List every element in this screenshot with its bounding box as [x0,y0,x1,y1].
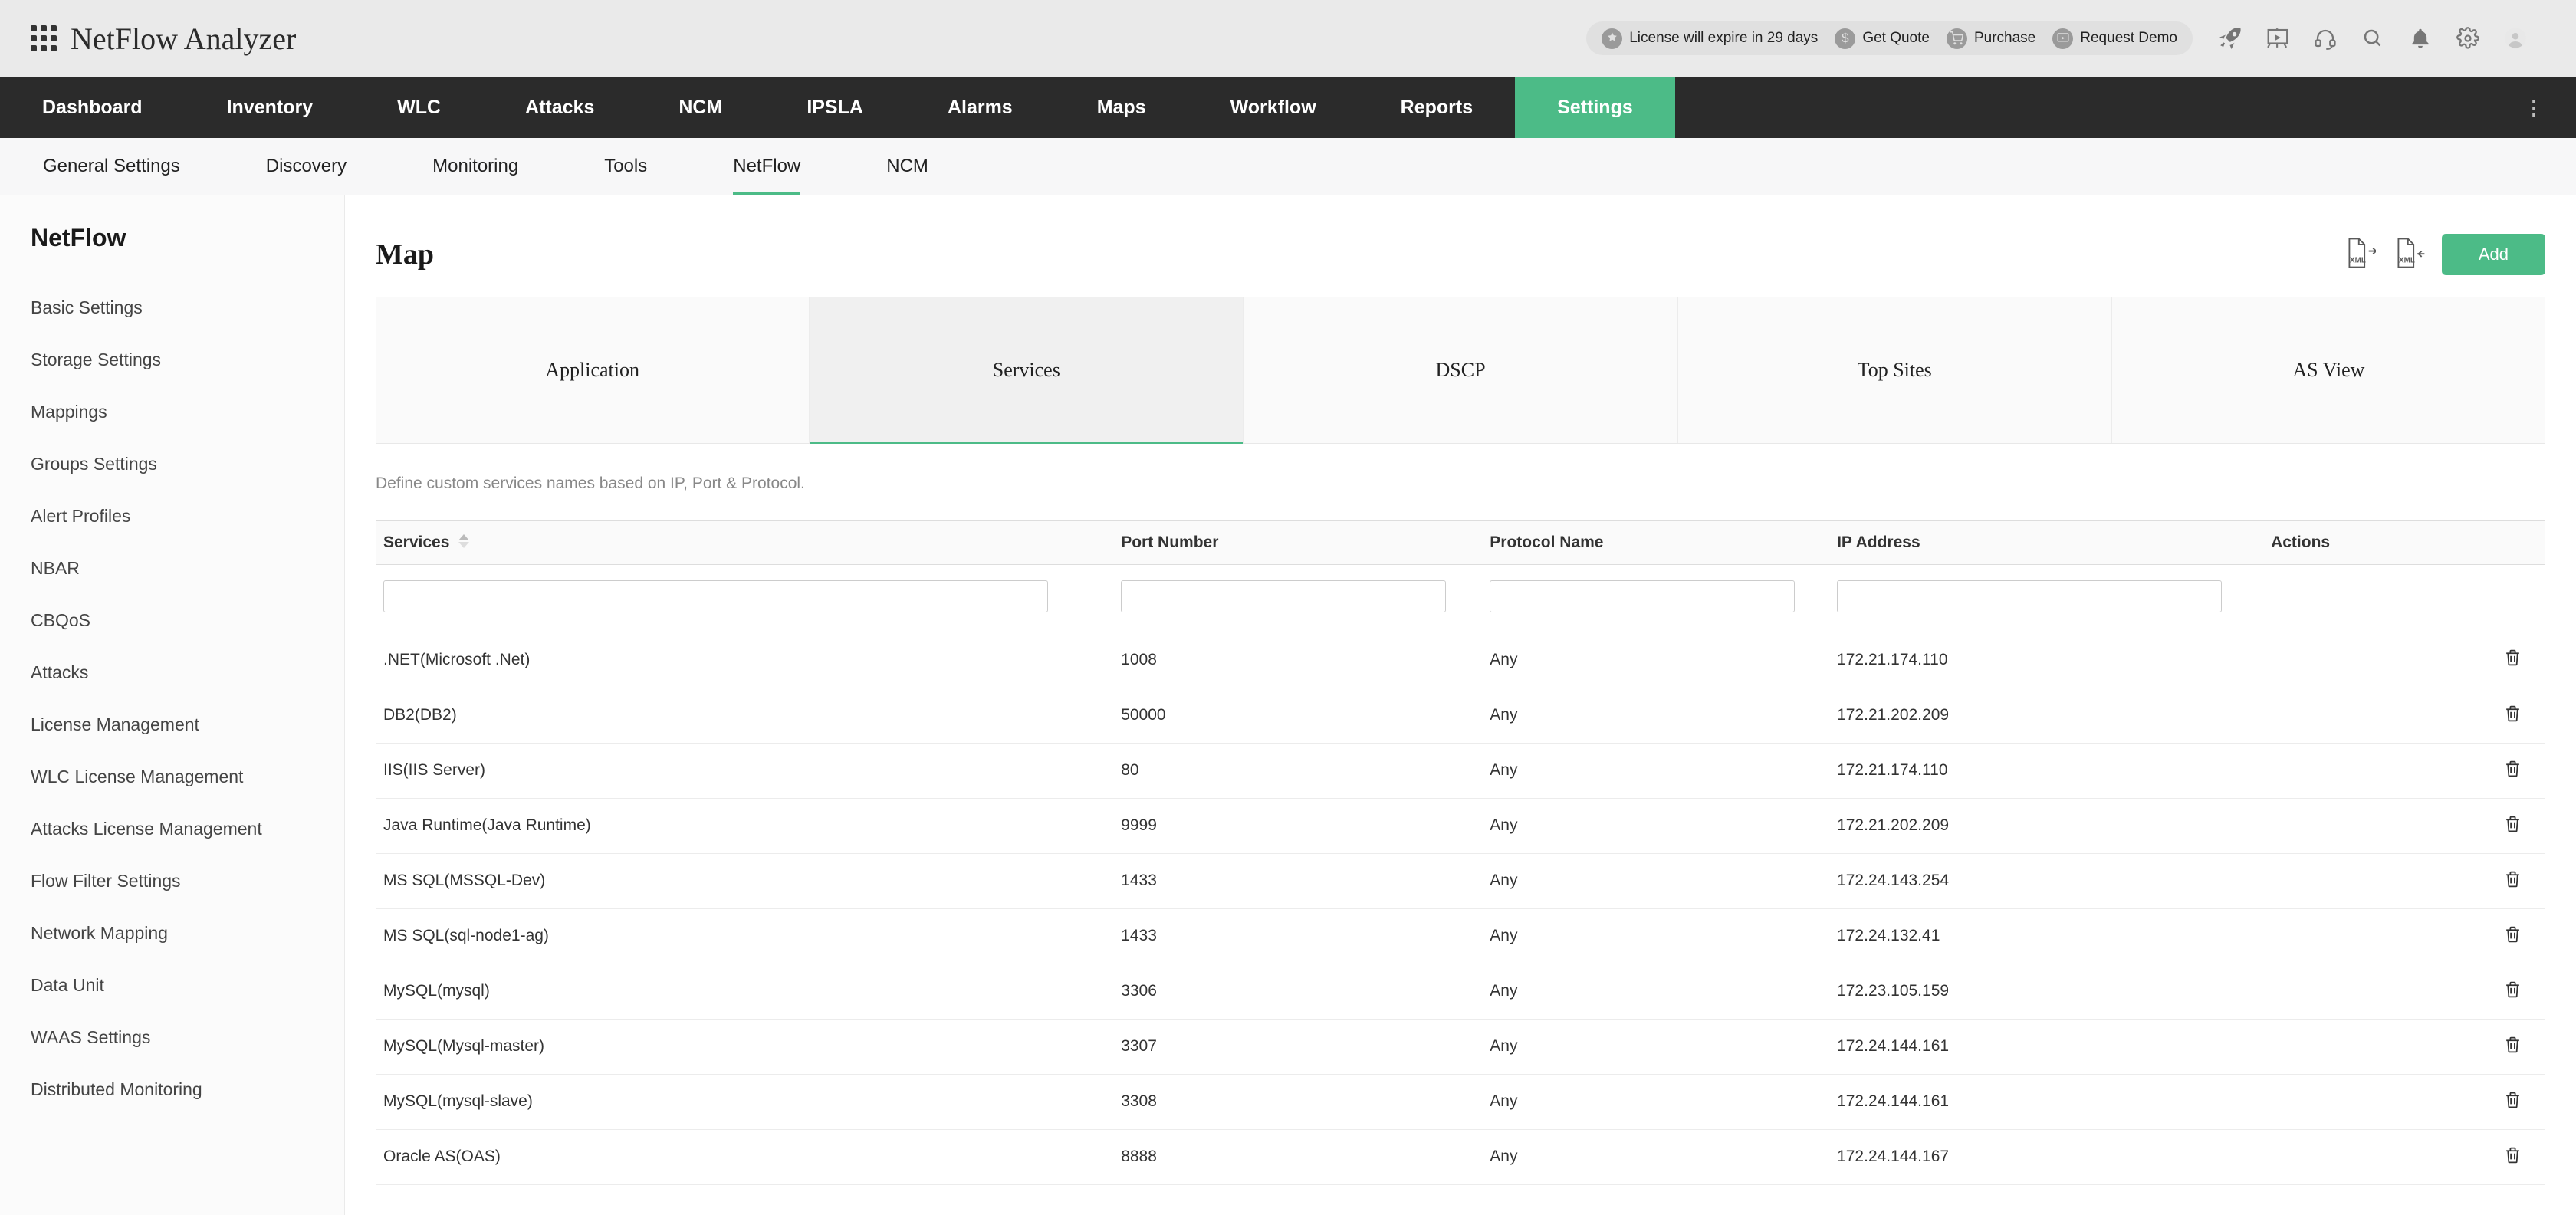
svg-text:XML: XML [2350,256,2366,264]
svg-text:XML: XML [2399,256,2415,264]
